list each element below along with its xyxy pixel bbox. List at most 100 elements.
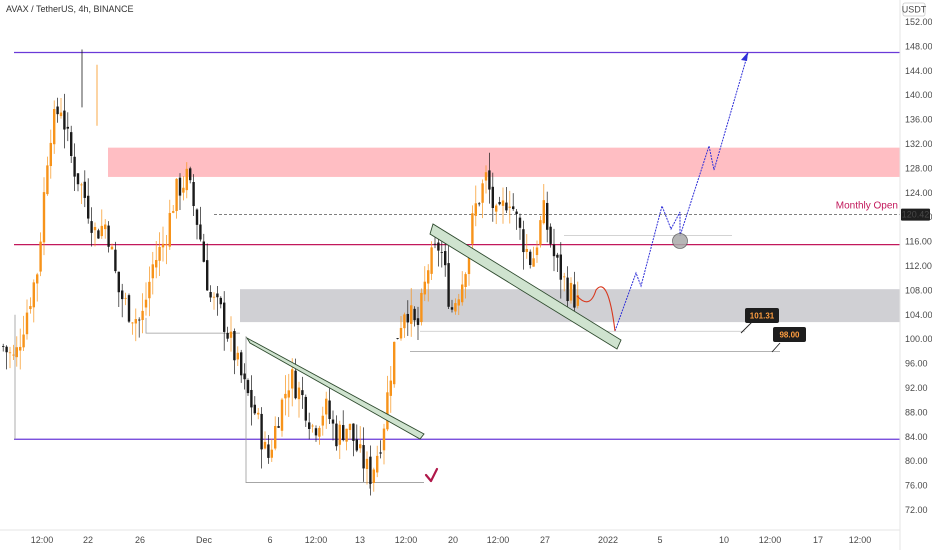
candle-body bbox=[158, 246, 161, 261]
candle-body bbox=[461, 284, 464, 303]
price-axis[interactable]: 152.00 148.00 144.00 140.00 136.00 132.00 128.… bbox=[901, 17, 932, 515]
trend-channels[interactable] bbox=[245, 223, 622, 440]
candle-body bbox=[73, 156, 76, 177]
price-tick-label: 152.00 bbox=[905, 17, 932, 27]
callout-pointer bbox=[740, 321, 753, 334]
candle-body bbox=[277, 426, 280, 428]
retest-circle[interactable] bbox=[672, 233, 688, 249]
candle-body bbox=[474, 203, 477, 216]
candle-body bbox=[195, 209, 199, 225]
annotations: Monthly Open 101.31 98.00 bbox=[424, 201, 898, 483]
time-tick-label: 12:00 bbox=[849, 535, 872, 545]
candle-body bbox=[175, 178, 178, 212]
candle-body bbox=[399, 327, 403, 339]
candle-body bbox=[464, 274, 467, 287]
price-callout-101 bbox=[745, 308, 779, 323]
candle-body bbox=[32, 282, 35, 308]
candle-body bbox=[481, 183, 484, 203]
candle-body bbox=[549, 226, 552, 244]
price-tick-label: 100.00 bbox=[905, 334, 932, 344]
candle-body bbox=[59, 112, 63, 117]
candle-body bbox=[454, 303, 457, 312]
candle-body bbox=[263, 441, 267, 449]
candle-body bbox=[539, 220, 542, 245]
candle-body bbox=[546, 202, 549, 230]
candle-body bbox=[515, 211, 518, 214]
candle-body bbox=[56, 106, 59, 115]
candle-body bbox=[345, 428, 348, 442]
candle-body bbox=[49, 142, 52, 167]
time-tick-label: 5 bbox=[657, 535, 662, 545]
candle-body bbox=[556, 254, 559, 258]
candle-body bbox=[240, 352, 243, 376]
candle-body bbox=[495, 205, 498, 212]
monthly-open-price-badge bbox=[901, 208, 930, 221]
time-axis[interactable]: 12:00 22 26 Dec 6 12:00 13 12:00 20 12:00 27 2022 5 1… bbox=[0, 529, 900, 545]
candle-body bbox=[253, 404, 256, 414]
candle-body bbox=[46, 165, 49, 195]
candle-body bbox=[243, 373, 246, 380]
candle-body bbox=[53, 109, 56, 145]
candle-body bbox=[209, 291, 212, 298]
price-tick-label: 92.00 bbox=[905, 383, 928, 393]
candle-body bbox=[93, 226, 97, 231]
channel-descending-lower[interactable] bbox=[245, 336, 425, 440]
candle-body bbox=[270, 449, 273, 458]
candle-body bbox=[257, 412, 260, 415]
candle-body bbox=[246, 380, 250, 394]
price-tick-label: 148.00 bbox=[905, 41, 932, 51]
time-tick-label: 22 bbox=[83, 535, 93, 545]
candle-body bbox=[104, 224, 107, 230]
candle-body bbox=[212, 296, 216, 298]
candle-body bbox=[359, 444, 362, 449]
candle-body bbox=[304, 396, 307, 421]
candle-body bbox=[576, 295, 579, 306]
time-tick-label: Dec bbox=[196, 535, 213, 545]
candle-body bbox=[250, 389, 253, 408]
candle-body bbox=[529, 251, 532, 265]
candle-body bbox=[552, 244, 556, 257]
time-tick-label: 20 bbox=[448, 535, 458, 545]
candle-body bbox=[39, 241, 42, 272]
candle-body bbox=[318, 427, 321, 437]
currency-badge[interactable] bbox=[902, 2, 926, 17]
price-tick-label: 140.00 bbox=[905, 90, 932, 100]
correction-arc[interactable] bbox=[576, 286, 616, 332]
candle-body bbox=[522, 229, 525, 253]
candle-body bbox=[566, 277, 569, 302]
projection-path[interactable] bbox=[576, 52, 749, 332]
channel-descending-upper[interactable] bbox=[429, 223, 622, 350]
candle-body bbox=[233, 331, 236, 361]
candle-body bbox=[199, 224, 202, 240]
candle-body bbox=[12, 354, 15, 356]
time-tick-label: 12:00 bbox=[305, 535, 328, 545]
candle-body bbox=[403, 314, 406, 329]
check-icon bbox=[424, 467, 439, 483]
candle-body bbox=[433, 243, 437, 245]
price-callout-101-text: 101.31 bbox=[750, 312, 775, 321]
price-tick-label: 136.00 bbox=[905, 115, 932, 125]
price-tick-label: 124.00 bbox=[905, 188, 932, 198]
candle-body bbox=[219, 297, 222, 305]
time-tick-label: 12:00 bbox=[759, 535, 782, 545]
time-tick-label: 27 bbox=[540, 535, 550, 545]
candle-body bbox=[467, 247, 471, 275]
candle-body bbox=[2, 346, 5, 347]
candle-body bbox=[301, 390, 304, 396]
candle-body bbox=[444, 251, 447, 266]
candle-body bbox=[328, 400, 331, 420]
candle-body bbox=[127, 295, 131, 322]
candle-body bbox=[291, 369, 294, 389]
horizontal-levels[interactable] bbox=[14, 51, 900, 440]
candle-body bbox=[352, 423, 355, 441]
candlesticks bbox=[2, 49, 579, 496]
price-tick-label: 112.00 bbox=[905, 261, 932, 271]
candle-body bbox=[216, 293, 219, 298]
candle-body bbox=[369, 456, 372, 484]
candle-body bbox=[484, 172, 488, 181]
candle-body bbox=[114, 249, 117, 272]
projection-line[interactable] bbox=[614, 52, 749, 332]
candle-body bbox=[100, 225, 103, 237]
time-tick-label: 2022 bbox=[598, 535, 618, 545]
